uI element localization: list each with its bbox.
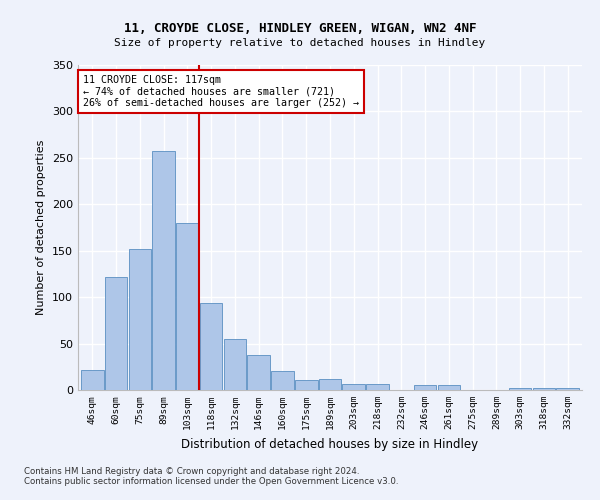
Bar: [128, 249, 151, 390]
Bar: [152, 152, 175, 390]
Bar: [271, 372, 294, 390]
Bar: [295, 380, 317, 390]
Bar: [343, 384, 365, 390]
Bar: [176, 223, 199, 390]
Text: Size of property relative to detached houses in Hindley: Size of property relative to detached ho…: [115, 38, 485, 48]
Bar: [81, 370, 104, 390]
Text: 11 CROYDE CLOSE: 117sqm
← 74% of detached houses are smaller (721)
26% of semi-d: 11 CROYDE CLOSE: 117sqm ← 74% of detache…: [83, 74, 359, 108]
Bar: [533, 388, 555, 390]
Bar: [366, 384, 389, 390]
Bar: [414, 386, 436, 390]
Bar: [319, 379, 341, 390]
Bar: [200, 302, 223, 390]
Bar: [224, 339, 246, 390]
Text: 11, CROYDE CLOSE, HINDLEY GREEN, WIGAN, WN2 4NF: 11, CROYDE CLOSE, HINDLEY GREEN, WIGAN, …: [124, 22, 476, 36]
Text: Contains HM Land Registry data © Crown copyright and database right 2024.: Contains HM Land Registry data © Crown c…: [24, 467, 359, 476]
Bar: [105, 276, 127, 390]
Bar: [556, 388, 579, 390]
Bar: [437, 386, 460, 390]
Bar: [509, 388, 532, 390]
Y-axis label: Number of detached properties: Number of detached properties: [37, 140, 46, 315]
Bar: [247, 354, 270, 390]
X-axis label: Distribution of detached houses by size in Hindley: Distribution of detached houses by size …: [181, 438, 479, 450]
Text: Contains public sector information licensed under the Open Government Licence v3: Contains public sector information licen…: [24, 477, 398, 486]
